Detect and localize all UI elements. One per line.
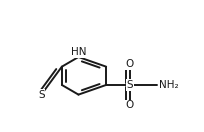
Text: S: S bbox=[38, 90, 45, 100]
Text: S: S bbox=[126, 80, 133, 90]
Text: O: O bbox=[126, 59, 134, 69]
Text: HN: HN bbox=[71, 47, 86, 57]
Text: O: O bbox=[126, 100, 134, 110]
Text: NH₂: NH₂ bbox=[159, 80, 179, 90]
